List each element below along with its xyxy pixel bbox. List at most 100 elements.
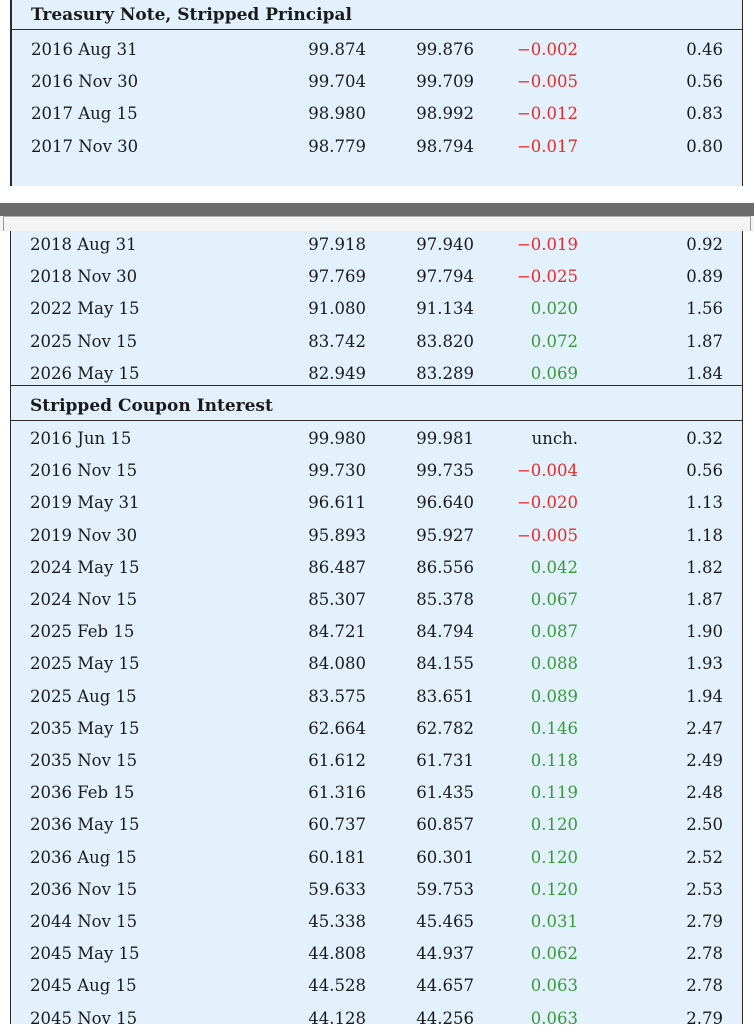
table-row: 2017 Nov 30 98.779 98.794 −0.017 0.80 <box>12 131 742 163</box>
change-value: 0.072 <box>530 331 578 351</box>
bid-price: 60.737 <box>308 815 366 835</box>
maturity-date: 2025 Aug 15 <box>30 686 137 706</box>
asked-yield: 0.89 <box>686 267 723 287</box>
change-value: 0.020 <box>530 299 578 319</box>
table-panel-top: Treasury Note, Stripped Principal 2016 A… <box>10 0 743 186</box>
table-row: 2035 Nov 15 61.612 61.731 0.118 2.49 <box>11 745 742 777</box>
maturity-date: 2035 May 15 <box>30 718 140 738</box>
bid-price: 99.980 <box>308 429 366 448</box>
maturity-date: 2035 Nov 15 <box>30 751 138 770</box>
bid-price: 84.080 <box>308 654 366 674</box>
asked-yield: 1.87 <box>686 331 723 351</box>
asked-yield: 0.56 <box>686 461 723 481</box>
table-panel-bottom: 2018 Aug 31 97.918 97.940 −0.019 0.92 2018 No… <box>10 231 743 1028</box>
asked-price: 99.735 <box>416 461 474 481</box>
asked-yield: 2.50 <box>686 815 723 835</box>
change-value: −0.005 <box>516 525 578 545</box>
asked-price: 62.782 <box>416 718 474 738</box>
asked-price: 99.981 <box>416 429 474 448</box>
change-value: −0.019 <box>516 235 578 254</box>
asked-yield: 2.47 <box>686 718 723 738</box>
asked-yield: 1.94 <box>686 686 723 706</box>
change-value: 0.120 <box>530 847 578 867</box>
table-row: 2019 May 31 96.611 96.640 −0.020 1.13 <box>11 487 742 519</box>
table-row: 2016 Nov 15 99.730 99.735 −0.004 0.56 <box>11 455 742 487</box>
table-row: 2024 May 15 86.487 86.556 0.042 1.82 <box>11 552 742 584</box>
bid-price: 83.742 <box>308 331 366 351</box>
asked-price: 44.657 <box>416 976 474 996</box>
bid-price: 99.730 <box>308 461 366 481</box>
bid-price: 83.575 <box>308 686 366 706</box>
pane-frame-top <box>0 216 754 231</box>
asked-price: 83.820 <box>416 331 474 351</box>
maturity-date: 2024 Nov 15 <box>30 590 138 609</box>
table-row: 2036 May 15 60.737 60.857 0.120 2.50 <box>11 809 742 841</box>
bid-price: 97.918 <box>308 235 366 254</box>
maturity-date: 2026 May 15 <box>30 363 140 383</box>
asked-yield: 1.84 <box>686 363 723 383</box>
table-row: 2045 Aug 15 44.528 44.657 0.063 2.78 <box>11 970 742 1002</box>
table-row: 2025 Nov 15 83.742 83.820 0.072 1.87 <box>11 326 742 358</box>
asked-yield: 1.87 <box>686 590 723 609</box>
asked-price: 83.289 <box>416 363 474 383</box>
bid-price: 99.874 <box>308 40 366 59</box>
asked-yield: 2.79 <box>686 1008 723 1028</box>
change-value: −0.005 <box>516 72 578 92</box>
section-title-stripped-principal: Treasury Note, Stripped Principal <box>12 0 742 30</box>
change-value: 0.118 <box>530 751 578 770</box>
bid-price: 61.316 <box>308 783 366 803</box>
bid-price: 98.779 <box>308 136 366 156</box>
change-value: −0.020 <box>516 493 578 513</box>
table-row: 2016 Nov 30 99.704 99.709 −0.005 0.56 <box>12 66 742 98</box>
bid-price: 96.611 <box>308 493 366 513</box>
asked-yield: 2.79 <box>686 912 723 931</box>
section-title-stripped-coupon: Stripped Coupon Interest <box>11 391 742 421</box>
asked-yield: 1.13 <box>686 493 723 513</box>
pane-splitter[interactable] <box>0 203 754 216</box>
table-row: 2026 May 15 82.949 83.289 0.069 1.84 <box>11 358 742 390</box>
asked-yield: 1.18 <box>686 525 723 545</box>
change-value: −0.017 <box>516 136 578 156</box>
change-value: 0.088 <box>530 654 578 674</box>
change-value: 0.042 <box>530 557 578 577</box>
bid-price: 95.893 <box>308 525 366 545</box>
asked-price: 60.301 <box>416 847 474 867</box>
maturity-date: 2036 Nov 15 <box>30 879 138 899</box>
change-value: 0.069 <box>530 363 578 383</box>
maturity-date: 2016 Aug 31 <box>31 40 138 59</box>
maturity-date: 2045 Aug 15 <box>30 976 137 996</box>
change-value: −0.002 <box>516 40 578 59</box>
maturity-date: 2024 May 15 <box>30 557 140 577</box>
asked-yield: 0.46 <box>686 40 723 59</box>
asked-price: 95.927 <box>416 525 474 545</box>
table-row: 2045 Nov 15 44.128 44.256 0.063 2.79 <box>11 1003 742 1035</box>
asked-price: 86.556 <box>416 557 474 577</box>
maturity-date: 2017 Aug 15 <box>31 104 138 124</box>
asked-yield: 2.48 <box>686 783 723 803</box>
asked-yield: 0.32 <box>686 429 723 448</box>
asked-yield: 0.80 <box>686 136 723 156</box>
asked-price: 83.651 <box>416 686 474 706</box>
maturity-date: 2025 May 15 <box>30 654 140 674</box>
maturity-date: 2016 Nov 30 <box>31 72 139 92</box>
table-row: 2036 Aug 15 60.181 60.301 0.120 2.52 <box>11 842 742 874</box>
maturity-date: 2036 Aug 15 <box>30 847 137 867</box>
asked-price: 59.753 <box>416 879 474 899</box>
table-row: 2018 Nov 30 97.769 97.794 −0.025 0.89 <box>11 261 742 293</box>
change-value: 0.067 <box>530 590 578 609</box>
bid-price: 82.949 <box>308 363 366 383</box>
asked-yield: 0.92 <box>686 235 723 254</box>
change-value: 0.063 <box>530 976 578 996</box>
asked-price: 99.709 <box>416 72 474 92</box>
table-row: 2022 May 15 91.080 91.134 0.020 1.56 <box>11 293 742 325</box>
asked-price: 61.435 <box>416 783 474 803</box>
asked-yield: 1.82 <box>686 557 723 577</box>
maturity-date: 2022 May 15 <box>30 299 140 319</box>
table-row: 2045 May 15 44.808 44.937 0.062 2.78 <box>11 938 742 970</box>
asked-price: 84.155 <box>416 654 474 674</box>
bid-price: 99.704 <box>308 72 366 92</box>
bid-price: 45.338 <box>308 912 366 931</box>
maturity-date: 2025 Nov 15 <box>30 331 138 351</box>
maturity-date: 2016 Nov 15 <box>30 461 138 481</box>
table-row: 2019 Nov 30 95.893 95.927 −0.005 1.18 <box>11 520 742 552</box>
